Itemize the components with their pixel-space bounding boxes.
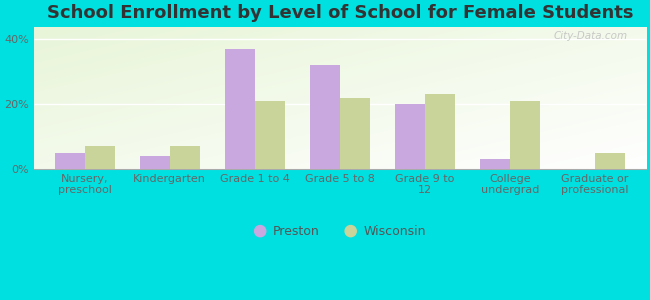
Bar — [55, 152, 84, 169]
Bar — [140, 156, 170, 169]
Bar — [395, 104, 425, 169]
Bar — [225, 49, 255, 169]
Bar — [310, 65, 340, 169]
Title: School Enrollment by Level of School for Female Students: School Enrollment by Level of School for… — [47, 4, 633, 22]
Legend: Preston, Wisconsin: Preston, Wisconsin — [249, 220, 431, 243]
Bar — [595, 152, 625, 169]
Bar — [255, 101, 285, 169]
Bar — [425, 94, 454, 169]
Bar — [340, 98, 370, 169]
Bar — [84, 146, 114, 169]
Bar — [480, 159, 510, 169]
Bar — [510, 101, 540, 169]
Bar — [170, 146, 200, 169]
Text: City-Data.com: City-Data.com — [553, 31, 627, 41]
